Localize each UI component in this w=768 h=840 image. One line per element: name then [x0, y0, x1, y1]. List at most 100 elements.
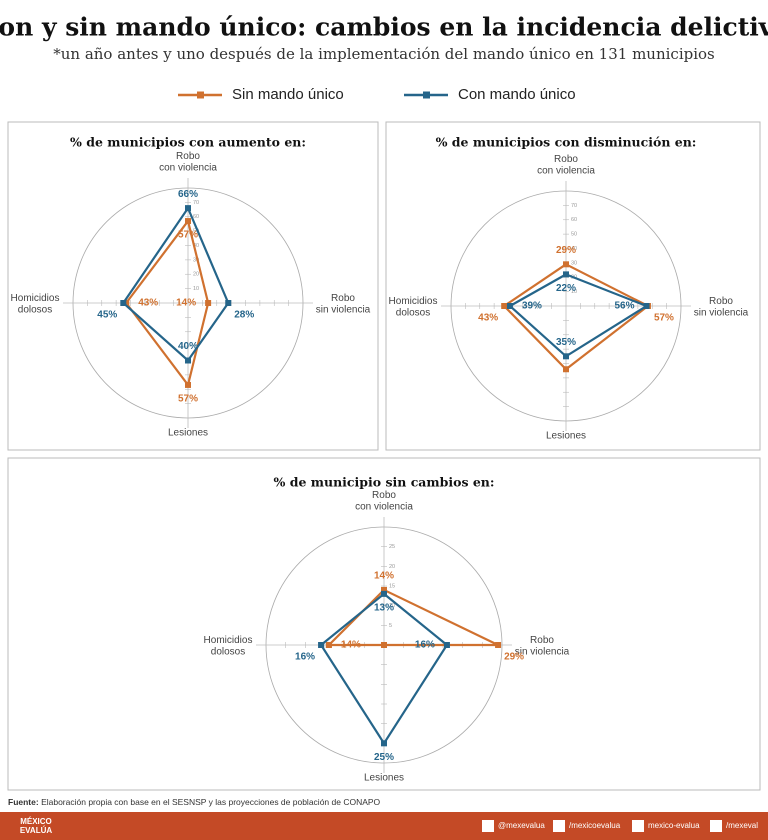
panel — [7, 457, 761, 791]
linkedin: mexico-evalua — [648, 821, 700, 830]
tick-label: 10 — [389, 603, 395, 609]
marker — [120, 300, 127, 306]
value-label: 29% — [504, 652, 524, 663]
category-label: Homicidios dolosos — [11, 293, 60, 316]
tick-label: 20 — [193, 272, 199, 278]
marker — [185, 218, 191, 225]
category-label: Robo con violencia — [159, 151, 217, 174]
marker — [381, 586, 387, 593]
tick-label: 60 — [571, 217, 577, 223]
legend-marker — [197, 91, 204, 99]
tick-label: 50 — [571, 232, 577, 238]
value-label: 16% — [415, 640, 435, 651]
twitter: @mexevalua — [498, 821, 545, 830]
marker — [563, 261, 569, 268]
category-label: Homicidios dolosos — [204, 635, 253, 658]
marker — [443, 642, 450, 648]
category-label: Robo sin violencia — [515, 635, 570, 658]
icon — [632, 820, 644, 832]
category-label: Robo con violencia — [355, 490, 413, 513]
tick-label: 15 — [389, 583, 395, 589]
tick-label: 25 — [389, 544, 395, 550]
marker — [563, 353, 569, 360]
value-label: 29% — [556, 245, 576, 256]
marker — [205, 300, 212, 306]
tick-label: 60 — [193, 214, 199, 220]
value-label: 28% — [234, 310, 254, 321]
source: Fuente: Elaboración propia con base en e… — [8, 797, 381, 807]
panel — [385, 121, 761, 451]
panel-title: % de municipios con disminución en: — [436, 135, 697, 150]
value-label: 13% — [374, 603, 394, 614]
title: Con y sin mando único: cambios en la inc… — [0, 13, 768, 42]
tick-label: 40 — [571, 246, 577, 252]
panel-title: % de municipio sin cambios en: — [274, 475, 495, 490]
marker — [495, 642, 502, 648]
marker — [563, 271, 569, 278]
marker — [325, 642, 332, 648]
marker — [318, 642, 325, 648]
marker — [643, 303, 650, 309]
marker — [381, 642, 387, 648]
value-label: 66% — [178, 189, 198, 200]
marker — [185, 357, 191, 364]
marker — [225, 300, 232, 306]
panel — [7, 121, 379, 451]
value-label: 16% — [295, 652, 315, 663]
value-label: 45% — [97, 310, 117, 321]
value-label: 43% — [478, 313, 498, 324]
value-label: 14% — [176, 298, 196, 309]
category-label: Robo con violencia — [537, 154, 595, 177]
category-label: Lesiones — [364, 773, 404, 784]
tick-label: 70 — [571, 203, 577, 209]
tick-label: 20 — [389, 564, 395, 570]
value-label: 40% — [178, 341, 198, 352]
facebook: /mexicoevalua — [569, 821, 621, 830]
icon — [553, 820, 565, 832]
value-label: 39% — [522, 301, 542, 312]
category-label: Robo sin violencia — [694, 296, 749, 319]
tick-label: 40 — [193, 243, 199, 249]
tick-label: 30 — [193, 257, 199, 263]
legend-label: Sin mando único — [232, 86, 344, 103]
youtube: /mexeval — [726, 821, 758, 830]
value-label: 57% — [654, 313, 674, 324]
tick-label: 10 — [193, 286, 199, 292]
value-label: 57% — [178, 230, 198, 241]
marker — [501, 303, 508, 309]
value-label: 56% — [614, 301, 634, 312]
legend-label: Con mando único — [458, 86, 576, 103]
tick-label: 10 — [571, 289, 577, 295]
marker — [381, 590, 387, 597]
marker — [506, 303, 513, 309]
value-label: 57% — [178, 394, 198, 405]
value-label: 43% — [138, 298, 158, 309]
tick-label: 5 — [389, 623, 392, 629]
panel-title: % de municipios con aumento en: — [70, 135, 306, 150]
icon — [482, 820, 494, 832]
tick-label: 70 — [193, 200, 199, 206]
legend-marker — [423, 91, 430, 99]
source-text: Elaboración propia con base en el SESNSP… — [39, 797, 381, 807]
icon — [710, 820, 722, 832]
value-label: 25% — [374, 752, 394, 763]
category-label: Lesiones — [168, 428, 208, 439]
category-label: Lesiones — [546, 431, 586, 442]
tick-label: 50 — [193, 229, 199, 235]
marker — [185, 381, 191, 388]
marker — [381, 740, 387, 747]
tick-label: 30 — [571, 260, 577, 266]
marker — [185, 205, 191, 212]
value-label: 35% — [556, 337, 576, 348]
logo: MÉXICO EVALÚA — [20, 817, 53, 835]
value-label: 22% — [556, 283, 576, 294]
value-label: 14% — [374, 571, 394, 582]
source-label: Fuente: — [8, 797, 39, 807]
series-line — [508, 273, 649, 358]
marker — [563, 366, 569, 373]
category-label: Robo sin violencia — [316, 293, 371, 316]
value-label: 14% — [341, 640, 361, 651]
category-label: Homicidios dolosos — [389, 296, 438, 319]
subtitle: *un año antes y uno después de la implem… — [53, 45, 715, 63]
